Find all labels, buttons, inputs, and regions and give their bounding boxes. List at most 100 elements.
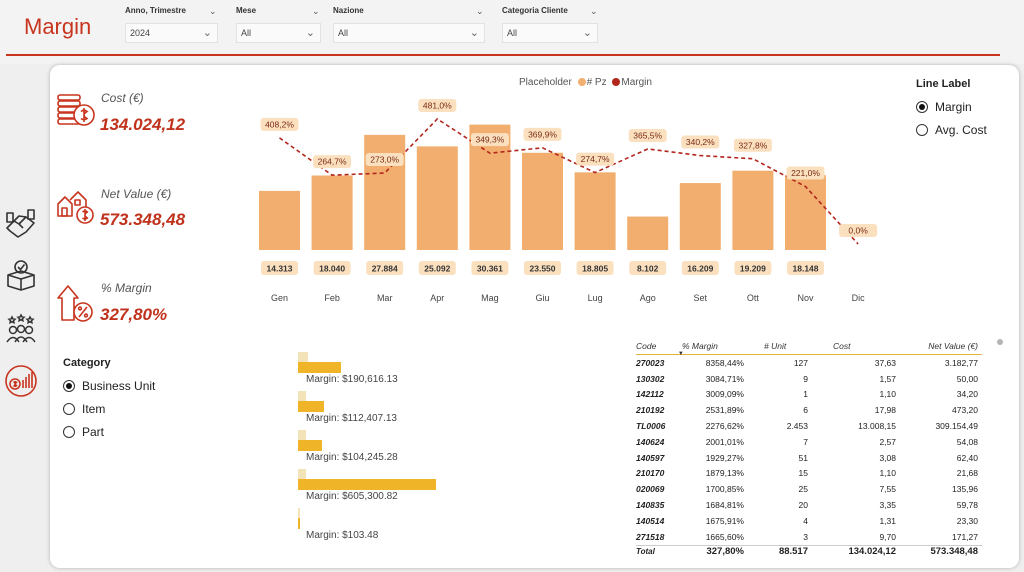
filter-dropdown[interactable]: All ⌄ bbox=[333, 23, 485, 43]
box-check-icon[interactable] bbox=[4, 258, 38, 292]
radio-margin[interactable]: Margin bbox=[916, 95, 987, 118]
table-cell: 1 bbox=[803, 389, 808, 400]
legend-item-pz[interactable]: # Pz bbox=[586, 77, 607, 88]
bar-ago[interactable] bbox=[627, 216, 669, 250]
table-cell: 59,78 bbox=[956, 500, 978, 511]
table-row[interactable]: 130302 3084,71% 9 1,57 50,00 bbox=[636, 371, 982, 387]
table-scrollbar[interactable] bbox=[997, 339, 1003, 345]
margin-value-label: 481,0% bbox=[423, 100, 452, 110]
hbar-secondary bbox=[298, 430, 306, 440]
margin-value-label: 327,8% bbox=[738, 140, 767, 150]
coins-dollar-icon bbox=[57, 94, 95, 126]
team-stars-icon[interactable] bbox=[4, 312, 38, 346]
table-row[interactable]: TL0006 2276,62% 2.453 13.008,15 309.154,49 bbox=[636, 418, 982, 434]
margin-value-bg bbox=[786, 166, 825, 180]
bar-set[interactable] bbox=[679, 183, 721, 250]
filter-categoria-cliente[interactable]: Categoria Cliente ⌄ All ⌄ bbox=[502, 4, 598, 46]
bar-value-label: 14.313 bbox=[267, 264, 293, 274]
table-row[interactable]: 271518 1665,60% 3 9,70 171,27 bbox=[636, 529, 982, 545]
bar-value-bg bbox=[734, 261, 772, 275]
table-cell: TL0006 bbox=[636, 421, 666, 432]
filter-dropdown[interactable]: All ⌄ bbox=[236, 23, 321, 43]
legend-item-margin[interactable]: Margin bbox=[621, 77, 652, 88]
kpi-margin-value: 327,80% bbox=[100, 305, 168, 324]
radio-button[interactable] bbox=[916, 123, 928, 136]
filter-nazione[interactable]: Nazione ⌄ All ⌄ bbox=[333, 4, 485, 46]
table-cell: 20 bbox=[798, 500, 808, 511]
line-label-title: Line Label bbox=[916, 78, 971, 90]
table-row[interactable]: 140835 1684,81% 20 3,35 59,78 bbox=[636, 497, 982, 513]
table-cell: 25 bbox=[798, 484, 808, 495]
col-header-net-value[interactable]: Net Value (€) bbox=[928, 341, 978, 351]
chevron-down-icon[interactable]: ⌄ bbox=[312, 6, 320, 16]
table-cell: 1684,81% bbox=[705, 500, 744, 511]
page-title: Margin bbox=[24, 14, 92, 39]
bar-value-label: 30.361 bbox=[477, 264, 503, 274]
chevron-down-icon[interactable]: ⌄ bbox=[476, 6, 484, 16]
radio-button[interactable] bbox=[63, 402, 75, 415]
radio-item[interactable]: Item bbox=[63, 397, 155, 420]
margin-line[interactable] bbox=[279, 117, 859, 245]
table-row[interactable]: 140597 1929,27% 51 3,08 62,40 bbox=[636, 450, 982, 466]
bar-gen[interactable] bbox=[259, 190, 300, 250]
bar-feb[interactable] bbox=[311, 175, 353, 250]
bar-apr[interactable] bbox=[416, 146, 458, 250]
col-header-margin[interactable]: % Margin▼ bbox=[678, 341, 744, 357]
margin-value-bg bbox=[576, 152, 615, 166]
hbar-secondary bbox=[298, 508, 300, 518]
filter-dropdown[interactable]: All ⌄ bbox=[502, 23, 598, 43]
bar-value-label: 18.148 bbox=[793, 264, 819, 274]
table-cell: 210170 bbox=[636, 468, 665, 479]
margin-value-label: 349,3% bbox=[475, 135, 504, 145]
bar-mar[interactable] bbox=[364, 134, 406, 250]
hbar-margin[interactable] bbox=[298, 362, 342, 373]
table-row[interactable]: 140624 2001,01% 7 2,57 54,08 bbox=[636, 434, 982, 450]
hbar-secondary bbox=[298, 352, 308, 362]
radio-button[interactable] bbox=[916, 100, 928, 113]
radio-business-unit[interactable]: Business Unit bbox=[63, 374, 155, 397]
hbar-margin[interactable] bbox=[298, 401, 324, 412]
radio-label: Business Unit bbox=[82, 378, 156, 393]
handshake-icon[interactable] bbox=[4, 206, 38, 240]
hbar-label: Margin: $190,616.13 bbox=[306, 374, 398, 385]
hbar-margin[interactable] bbox=[298, 440, 322, 451]
filter-anno-trimestre[interactable]: Anno, Trimestre ⌄ 2024 ⌄ bbox=[125, 4, 218, 46]
chevron-down-icon: ⌄ bbox=[469, 27, 479, 39]
hbar-margin[interactable] bbox=[298, 518, 300, 529]
table-row[interactable]: 020069 1700,85% 25 7,55 135,96 bbox=[636, 481, 982, 497]
radio-button[interactable] bbox=[63, 379, 75, 392]
filter-mese[interactable]: Mese ⌄ All ⌄ bbox=[236, 4, 321, 46]
col-header-unit[interactable]: # Unit bbox=[764, 341, 787, 351]
margin-value-bg bbox=[523, 127, 562, 141]
radio-button[interactable] bbox=[63, 425, 75, 438]
filter-dropdown[interactable]: 2024 ⌄ bbox=[125, 23, 218, 43]
table-cell: 9 bbox=[803, 373, 808, 384]
bar-value-label: 25.092 bbox=[424, 264, 450, 274]
table-row[interactable]: 270023 8358,44% 127 37,63 3.182,77 bbox=[636, 355, 982, 371]
chevron-down-icon[interactable]: ⌄ bbox=[209, 6, 217, 16]
bar-ott[interactable] bbox=[732, 170, 774, 250]
table-cell: 142112 bbox=[636, 389, 664, 400]
bar-value-label: 18.040 bbox=[319, 264, 345, 274]
kpi-cost-value: 134.024,12 bbox=[100, 115, 186, 134]
table-header: Code % Margin▼ # Unit Cost Net Value (€) bbox=[636, 338, 982, 357]
table-row[interactable]: 140514 1675,91% 4 1,31 23,30 bbox=[636, 513, 982, 529]
money-chart-icon[interactable] bbox=[4, 364, 38, 398]
chevron-down-icon[interactable]: ⌄ bbox=[590, 6, 598, 16]
radio-part[interactable]: Part bbox=[63, 420, 155, 443]
table-cell: 3 bbox=[803, 531, 808, 542]
table-cell: 1675,91% bbox=[705, 515, 744, 526]
chevron-down-icon: ⌄ bbox=[305, 27, 315, 39]
kpi-net-value-value: 573.348,48 bbox=[100, 210, 186, 229]
bar-giu[interactable] bbox=[522, 152, 563, 250]
col-header-cost[interactable]: Cost bbox=[833, 341, 851, 351]
table-cell: 309.154,49 bbox=[935, 421, 978, 432]
hbar-margin[interactable] bbox=[298, 479, 436, 490]
x-tick-label: Mar bbox=[377, 293, 393, 303]
table-row[interactable]: 142112 3009,09% 1 1,10 34,20 bbox=[636, 387, 982, 403]
col-header-code[interactable]: Code bbox=[636, 341, 657, 351]
table-row[interactable]: 210170 1879,13% 15 1,10 21,68 bbox=[636, 466, 982, 482]
bar-lug[interactable] bbox=[574, 172, 616, 250]
radio-avg-cost[interactable]: Avg. Cost bbox=[916, 118, 987, 141]
table-row[interactable]: 210192 2531,89% 6 17,98 473,20 bbox=[636, 402, 982, 418]
